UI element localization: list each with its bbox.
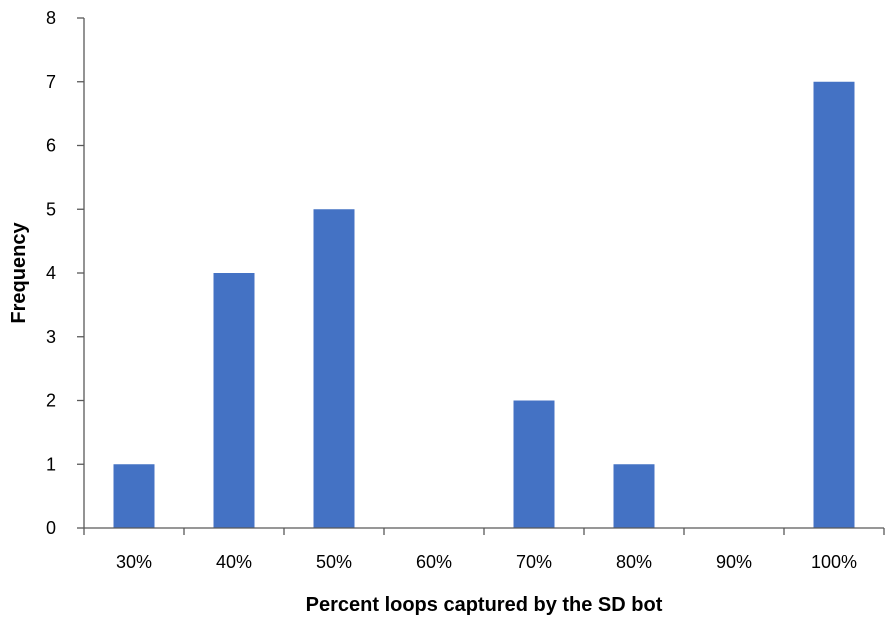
y-tick-label: 3 [46,327,56,347]
y-tick-label: 5 [46,199,56,219]
bar-40pct [213,273,255,528]
y-tick-label: 0 [46,518,56,538]
x-tick-label: 50% [316,552,352,572]
bars-group [113,81,855,528]
x-tick-label: 30% [116,552,152,572]
bar-50pct [313,209,355,528]
y-tick-label: 4 [46,263,56,283]
y-tick-label: 6 [46,136,56,156]
y-tick-label: 1 [46,454,56,474]
y-tick-label: 2 [46,391,56,411]
bar-30pct [113,464,155,528]
x-tick-label: 100% [811,552,857,572]
x-tick-label: 40% [216,552,252,572]
y-tick-label: 8 [46,8,56,28]
axes-group [83,18,884,529]
y-axis-title: Frequency [8,222,30,324]
x-tick-label: 80% [616,552,652,572]
x-tick-label: 70% [516,552,552,572]
bar-70pct [513,400,555,528]
x-tick-label: 60% [416,552,452,572]
x-tick-label: 90% [716,552,752,572]
bar-100pct [813,81,855,528]
bar-80pct [613,464,655,528]
ticks-group: 0 1 2 3 4 5 6 7 8 30% 40% 50% 60% 70% 80% 90% 100% [46,8,885,572]
x-axis-title: Percent loops captured by the SD bot [306,594,663,616]
y-tick-label: 7 [46,72,56,92]
